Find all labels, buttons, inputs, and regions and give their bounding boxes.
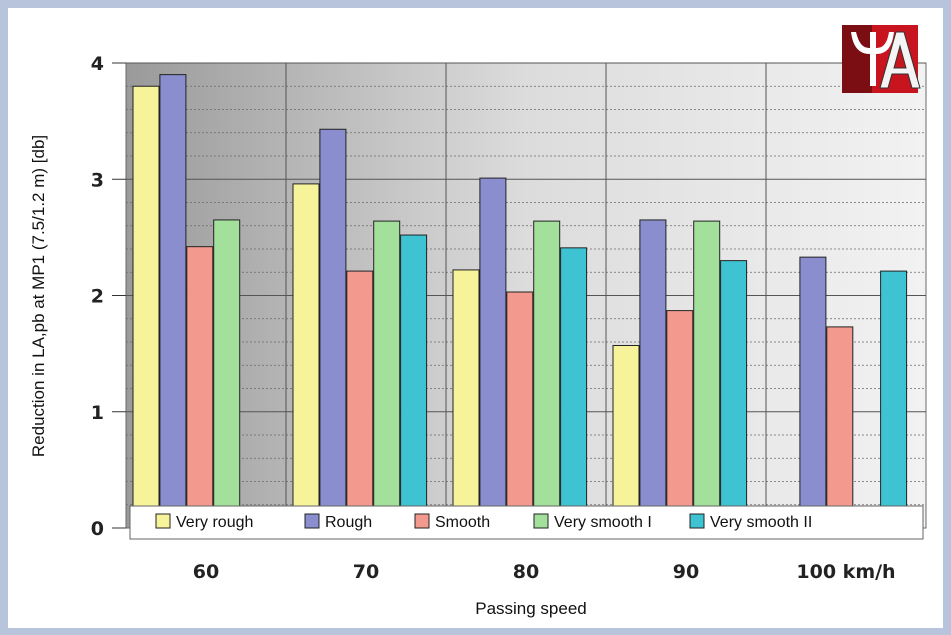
legend: Very rough Rough Smooth Very smooth I Very s… (129, 505, 924, 540)
bar-very-smooth-ii-70 (400, 234, 428, 529)
legend-label: Smooth (435, 514, 490, 531)
bar-rough-90 (639, 219, 667, 529)
bar-chart: 0 1 2 3 4 60 70 80 90 100 km/h Very rough Rough Smo… (29, 25, 927, 618)
legend-label: Very smooth I (554, 514, 652, 531)
y-tick-label: 1 (91, 402, 104, 424)
x-category-label: 90 (673, 561, 699, 583)
bar-smooth-90 (666, 310, 694, 529)
bar-rough-70 (319, 128, 347, 529)
x-axis-title: Passing speed (475, 599, 587, 618)
bar-very-rough-70 (292, 183, 320, 529)
bar-smooth-60 (186, 246, 214, 529)
bar-rough-100 (799, 256, 827, 529)
bar-very-rough-60 (132, 85, 160, 529)
axes: 0 1 2 3 4 60 70 80 90 100 km/h (91, 53, 896, 583)
bar-very-smooth-i-60 (213, 219, 241, 529)
legend-label: Rough (325, 514, 372, 531)
legend-label: Very rough (176, 514, 253, 531)
bar-smooth-100 (826, 326, 854, 529)
x-category-label: 80 (513, 561, 539, 583)
legend-swatch (414, 513, 430, 529)
grid-lines (126, 62, 926, 528)
legend-swatch (533, 513, 549, 529)
bar-rough-60 (159, 74, 187, 529)
y-tick-label: 4 (91, 53, 104, 75)
chart-frame: 0 1 2 3 4 60 70 80 90 100 km/h Very rough Rough Smo… (8, 8, 943, 628)
x-category-label: 60 (193, 561, 219, 583)
bar-very-rough-80 (452, 269, 480, 529)
y-tick-label: 2 (91, 286, 104, 308)
logo-icon (842, 25, 921, 93)
bar-very-smooth-i-70 (373, 220, 401, 529)
legend-box (129, 505, 924, 540)
legend-swatch (155, 513, 171, 529)
bars (132, 74, 908, 529)
bar-rough-80 (479, 177, 507, 529)
legend-swatch (304, 513, 320, 529)
y-tick-label: 3 (91, 169, 104, 191)
bar-very-smooth-ii-80 (560, 247, 588, 529)
bar-very-smooth-ii-100 (880, 270, 908, 529)
x-category-label: 70 (353, 561, 379, 583)
legend-swatch (689, 513, 705, 529)
bar-smooth-70 (346, 270, 374, 529)
legend-label: Very smooth II (710, 514, 812, 531)
y-axis-title: Reduction in LA,pb at MP1 (7.5/1.2 m) [d… (29, 135, 48, 457)
bar-very-smooth-i-90 (693, 220, 721, 529)
bar-very-smooth-i-80 (533, 220, 561, 529)
bar-very-smooth-ii-90 (720, 260, 748, 529)
bar-very-rough-90 (612, 344, 640, 529)
x-category-label: 100 km/h (796, 561, 895, 583)
bar-smooth-80 (506, 291, 534, 529)
y-tick-label: 0 (91, 518, 104, 540)
